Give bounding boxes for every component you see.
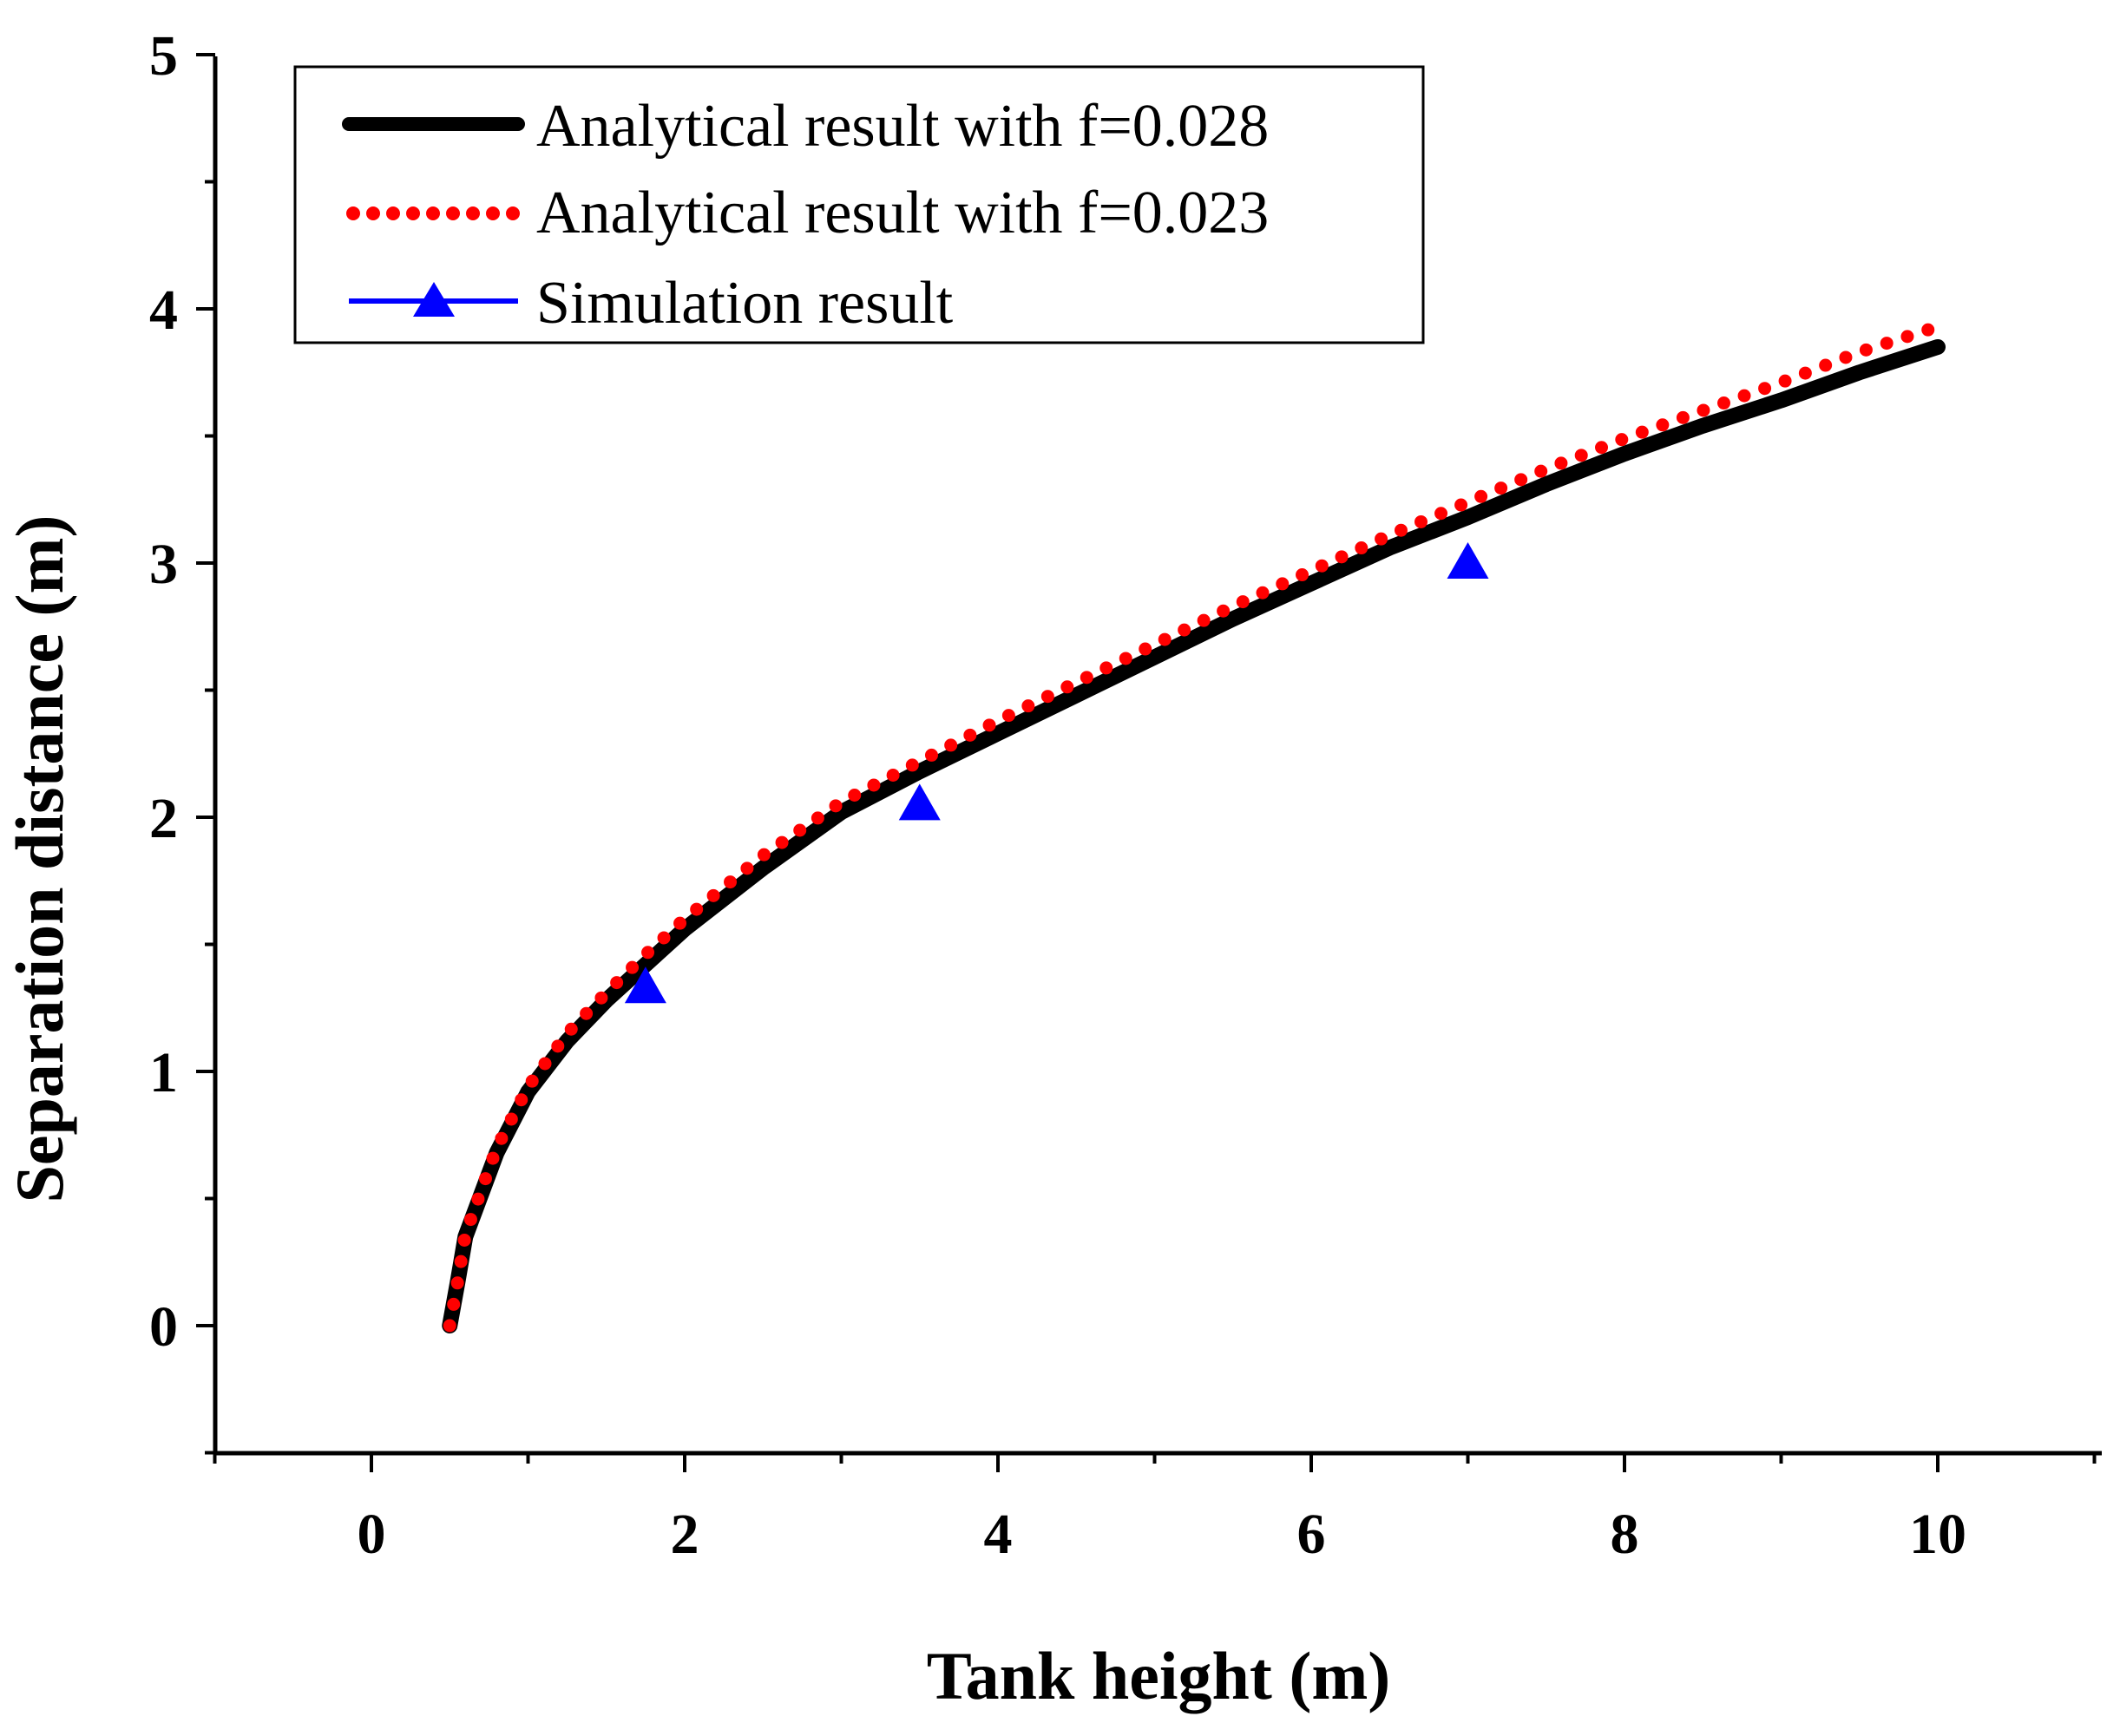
y-ticks: 0 1 2 3 4 5	[149, 24, 215, 1455]
y-tick-label: 5	[149, 24, 178, 88]
legend-dot	[506, 206, 520, 220]
legend-label-analytical-f023: Analytical result with f=0.023	[536, 180, 1269, 246]
x-ticks: 0 2 4 6 8 10	[213, 1453, 2097, 1566]
y-tick-label: 4	[149, 278, 178, 342]
legend-dot	[426, 206, 440, 220]
legend-label-simulation: Simulation result	[536, 270, 954, 337]
legend-dot	[446, 206, 460, 220]
legend-box	[293, 65, 1425, 344]
plot-series	[442, 320, 1946, 1333]
y-tick-label: 1	[149, 1041, 178, 1104]
series-line-analytical-f028	[442, 338, 1946, 1333]
y-tick-label: 0	[149, 1295, 178, 1359]
y-tick-label: 3	[149, 533, 178, 596]
simulation-point	[624, 966, 666, 1004]
x-tick-label: 0	[358, 1503, 386, 1566]
legend-label-analytical-f028: Analytical result with f=0.028	[536, 93, 1269, 160]
y-tick-label: 2	[149, 787, 178, 850]
legend-dot	[466, 206, 480, 220]
series-line-analytical-f023	[443, 320, 1945, 1333]
x-tick-label: 2	[671, 1503, 699, 1566]
y-axis-title: Separation distance (m)	[2, 515, 77, 1203]
legend-dot	[386, 206, 400, 220]
legend-dot	[366, 206, 380, 220]
x-tick-label: 4	[984, 1503, 1013, 1566]
simulation-point	[898, 783, 941, 821]
x-tick-label: 8	[1611, 1503, 1639, 1566]
legend-dot	[486, 206, 500, 220]
simulation-point	[1447, 542, 1489, 579]
legend: Analytical result with f=0.028 Analytica…	[293, 65, 1425, 344]
x-axis-title: Tank height (m)	[927, 1638, 1391, 1713]
x-tick-label: 6	[1297, 1503, 1326, 1566]
x-tick-label: 10	[1909, 1503, 1966, 1566]
legend-dot	[346, 206, 360, 220]
legend-swatch-analytical-f023	[346, 206, 520, 220]
legend-dot	[406, 206, 420, 220]
legend-swatch-simulation-marker	[413, 282, 455, 317]
